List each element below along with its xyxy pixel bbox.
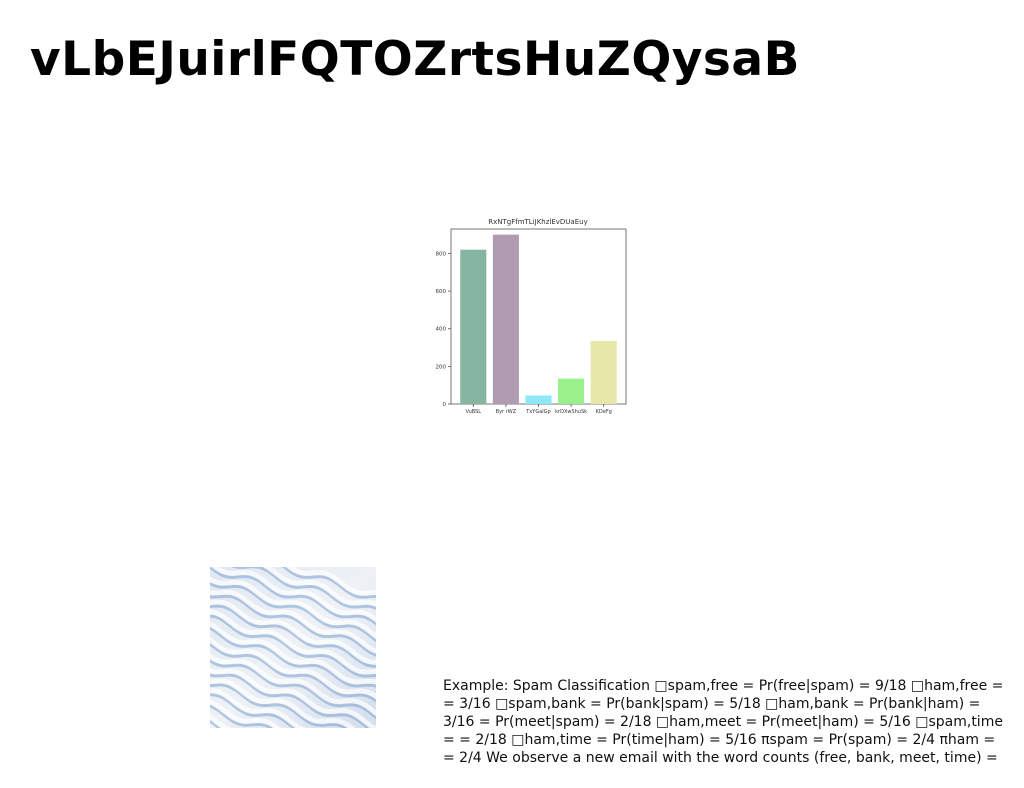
y-axis: 0 200 400 600 800	[436, 251, 451, 408]
bar-chart-svg: RxNTgFfmTLiJKhzlEvDUaEuy 0 200 400 600 800 V…	[436, 218, 627, 415]
x-tick-label: KDeFg	[596, 409, 612, 415]
y-tick-label: 600	[436, 289, 447, 295]
y-tick-label: 800	[436, 251, 447, 257]
x-tick-label: TxYGalGp	[525, 409, 550, 415]
chart-title: RxNTgFfmTLiJKhzlEvDUaEuy	[488, 218, 587, 226]
wavy-blue-white-texture-icon	[210, 567, 376, 728]
bar-vubsl	[460, 249, 487, 404]
y-tick-label: 0	[443, 402, 447, 408]
body-paragraph: Example: Spam Classification □spam,free …	[443, 678, 1004, 766]
x-tick-label: VuBSL	[466, 409, 482, 415]
wavy-texture-image	[210, 567, 376, 728]
y-tick-label: 400	[436, 327, 447, 333]
bar-krdxwshusk	[558, 378, 585, 404]
bar-byr-rwz	[492, 234, 519, 404]
bars	[460, 234, 617, 404]
x-tick-label: Byr rWZ	[496, 409, 517, 415]
x-axis: VuBSL Byr rWZ TxYGalGp krDXwShuSk KDeFg	[466, 404, 612, 415]
y-tick-label: 200	[436, 364, 447, 370]
page-title: vLbEJuirlFQTOZrtsHuZQysaB	[30, 32, 800, 87]
x-tick-label: krDXwShuSk	[555, 409, 587, 415]
bar-txygalgp	[525, 395, 552, 404]
bar-chart: RxNTgFfmTLiJKhzlEvDUaEuy 0 200 400 600 800 V…	[425, 212, 635, 422]
bar-kdefg	[590, 340, 617, 404]
